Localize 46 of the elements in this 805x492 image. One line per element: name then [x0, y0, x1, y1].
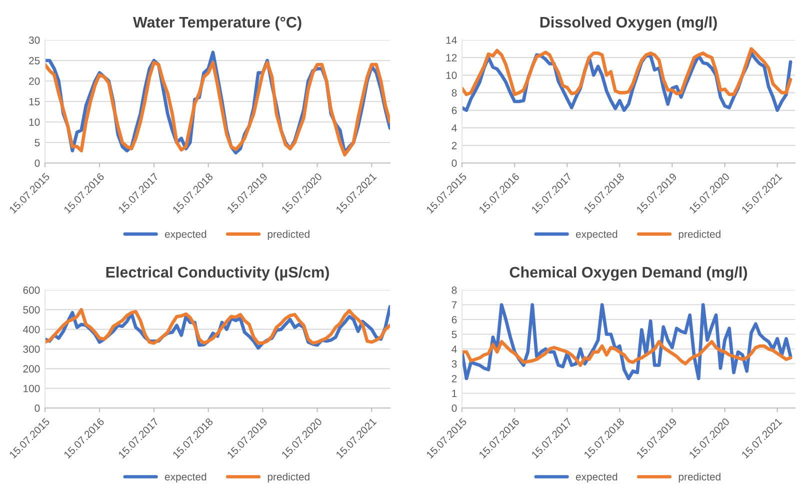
y-tick-label: 15	[29, 98, 40, 106]
y-tick-label: 0	[34, 160, 40, 167]
y-tick-label: 6	[452, 316, 457, 324]
y-tick-label: 400	[23, 326, 40, 334]
y-tick-label: 1	[452, 390, 457, 398]
y-tick-label: 200	[23, 365, 40, 373]
chart-title: Water Temperature (°C)	[132, 16, 302, 31]
line-series	[462, 303, 792, 380]
line-series	[462, 47, 792, 96]
y-tick-label: 5	[34, 139, 40, 146]
chart-title: Electrical Conductivity (µS/cm)	[106, 266, 329, 281]
y-tick-label: 0	[452, 160, 457, 167]
y-tick-label: 25	[29, 57, 40, 64]
y-tick-label: 8	[452, 286, 457, 294]
legend-label: expected	[576, 230, 618, 240]
legend-label: predicted	[268, 230, 310, 240]
y-tick-label: 3	[452, 360, 457, 368]
line-series	[462, 340, 792, 367]
y-tick-label: 30	[28, 36, 40, 44]
y-tick-label: 2	[452, 142, 457, 150]
y-tick-label: 10	[446, 72, 457, 80]
y-tick-label: 300	[23, 346, 40, 353]
legend-label: predicted	[678, 472, 720, 483]
y-tick-label: 100	[24, 384, 40, 392]
legend-label: expected	[576, 472, 618, 483]
legend-label: predicted	[268, 472, 310, 483]
y-tick-label: 14	[446, 36, 457, 44]
y-tick-label: 20	[29, 78, 40, 85]
y-tick-label: 500	[23, 306, 40, 314]
chart-title: Chemical Oxygen Demand (mg/l)	[510, 266, 748, 281]
y-tick-label: 5	[452, 330, 457, 338]
y-tick-label: 2	[452, 375, 457, 382]
y-tick-label: 8	[452, 89, 457, 97]
y-tick-label: 0	[452, 404, 457, 412]
chart-title: Dissolved Oxygen (mg/l)	[540, 16, 717, 31]
y-tick-label: 0	[34, 404, 40, 412]
y-tick-label: 12	[446, 54, 457, 62]
y-tick-label: 7	[452, 301, 457, 309]
legend-label: expected	[164, 230, 206, 240]
y-tick-label: 6	[452, 106, 457, 114]
legend-label: expected	[164, 472, 206, 483]
y-tick-label: 4	[452, 124, 457, 132]
y-tick-label: 10	[29, 118, 40, 126]
y-tick-label: 4	[452, 346, 457, 353]
y-tick-label: 600	[23, 286, 40, 294]
legend-label: predicted	[678, 230, 720, 240]
